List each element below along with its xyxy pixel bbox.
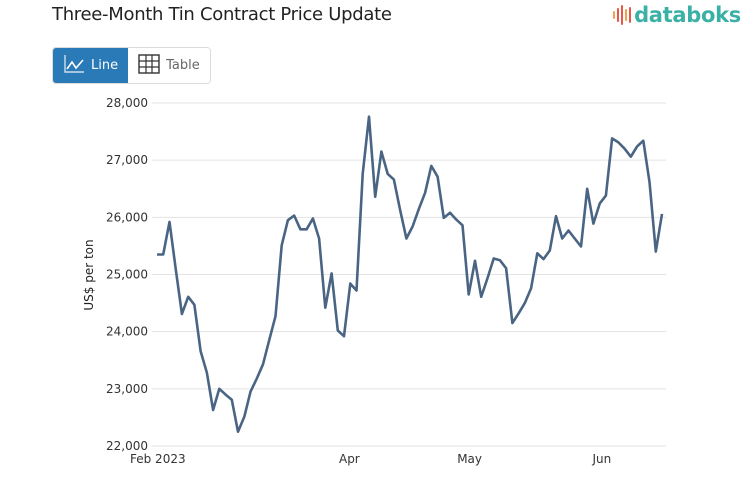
view-toggle: Line Table <box>52 47 211 84</box>
x-tick-label: Feb 2023 <box>130 452 186 466</box>
y-tick-label: 22,000 <box>106 439 148 453</box>
table-view-label: Table <box>166 58 200 73</box>
series-line <box>157 115 664 433</box>
line-view-button[interactable]: Line <box>53 48 129 83</box>
gridlines <box>152 102 666 447</box>
x-tick-label: May <box>457 452 482 466</box>
table-view-button[interactable]: Table <box>128 48 210 83</box>
y-tick-label: 26,000 <box>106 210 148 224</box>
y-tick-label: 27,000 <box>106 153 148 167</box>
line-chart-icon <box>63 54 85 78</box>
x-tick-label: Apr <box>339 452 360 466</box>
y-axis-ticks: 22,000 23,000 24,000 25,000 26,000 27,000 28,0… <box>106 96 148 453</box>
y-tick-label: 24,000 <box>106 325 148 339</box>
logo-bars-icon <box>613 4 632 26</box>
table-grid-icon <box>138 53 160 78</box>
x-axis-ticks: Feb 2023 Apr May Jun <box>130 452 611 466</box>
databoks-logo: databoks <box>613 3 741 27</box>
logo-text: databoks <box>634 3 741 27</box>
y-tick-label: 28,000 <box>106 96 148 110</box>
line-view-label: Line <box>91 58 119 73</box>
y-tick-label: 25,000 <box>106 268 148 282</box>
y-tick-label: 23,000 <box>106 382 148 396</box>
x-tick-label: Jun <box>592 452 612 466</box>
y-axis-label: US$ per ton <box>82 239 96 310</box>
chart-title: Three-Month Tin Contract Price Update <box>52 4 392 25</box>
